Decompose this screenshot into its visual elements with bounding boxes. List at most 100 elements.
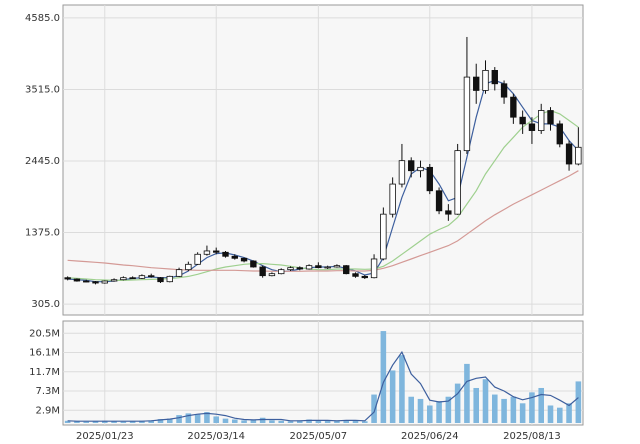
volume-bar bbox=[167, 418, 173, 423]
volume-bar bbox=[464, 363, 470, 423]
volume-bar bbox=[482, 379, 489, 423]
volume-bar bbox=[194, 414, 201, 423]
y-tick-label: 2.9M bbox=[35, 405, 60, 416]
x-tick-label: 2025/06/24 bbox=[401, 431, 459, 442]
candle-body bbox=[203, 250, 211, 255]
y-tick-label: 7.3M bbox=[35, 386, 60, 397]
candle-body bbox=[166, 275, 173, 283]
candle-body bbox=[343, 265, 350, 275]
volume-bar bbox=[74, 421, 80, 423]
candle-body bbox=[528, 123, 536, 131]
candle-body bbox=[101, 280, 108, 284]
volume-bar bbox=[297, 420, 303, 423]
candle-body bbox=[500, 83, 508, 98]
candle-body bbox=[268, 273, 276, 277]
volume-bar bbox=[334, 420, 340, 423]
volume-bar bbox=[83, 421, 89, 423]
volume-bar bbox=[371, 394, 377, 423]
candle-body bbox=[83, 280, 90, 283]
candle-body bbox=[556, 123, 563, 145]
volume-bar bbox=[510, 396, 517, 423]
candle-body bbox=[231, 255, 238, 259]
volume-bar bbox=[324, 420, 331, 423]
candle-body bbox=[296, 267, 303, 270]
x-tick-label: 2025/01/23 bbox=[76, 431, 134, 442]
y-tick-label: 16.1M bbox=[29, 348, 60, 359]
candle-body bbox=[454, 150, 461, 215]
y-tick-label: 305.0 bbox=[31, 299, 60, 310]
candle-body bbox=[352, 273, 359, 277]
ma-line bbox=[67, 350, 579, 422]
volume-bar bbox=[92, 421, 99, 423]
candle-body bbox=[482, 69, 489, 91]
volume-bar bbox=[241, 420, 247, 423]
candle-body bbox=[222, 251, 229, 257]
volume-bar bbox=[538, 387, 544, 423]
candle-body bbox=[445, 210, 452, 215]
candle-body bbox=[519, 116, 526, 125]
candle-body bbox=[370, 258, 378, 279]
y-tick-label: 2445.0 bbox=[25, 156, 60, 167]
volume-bar bbox=[213, 416, 219, 423]
volume-bar bbox=[148, 420, 154, 423]
candle-body bbox=[175, 269, 183, 277]
candle-body bbox=[510, 96, 517, 118]
volume-bar bbox=[501, 398, 507, 423]
y-tick-label: 3515.0 bbox=[25, 84, 60, 95]
candle-body bbox=[64, 277, 71, 280]
volume-bar bbox=[436, 401, 442, 423]
candle-body bbox=[491, 69, 498, 85]
volume-bar bbox=[204, 412, 210, 423]
volume-bar bbox=[111, 421, 117, 423]
candle-body bbox=[305, 265, 313, 270]
volume-bar bbox=[120, 421, 127, 423]
volume-bar bbox=[389, 370, 396, 423]
volume-bar bbox=[259, 417, 266, 423]
volume-bar bbox=[185, 413, 192, 423]
candle-body bbox=[565, 143, 573, 165]
candle-body bbox=[213, 250, 220, 253]
volume-bar bbox=[519, 403, 526, 423]
volume-bar bbox=[362, 421, 368, 423]
candle-body bbox=[185, 263, 192, 271]
candle-body bbox=[138, 275, 146, 279]
y-tick-label: 11.7M bbox=[29, 367, 60, 378]
volume-bar bbox=[306, 419, 312, 423]
volume-bar bbox=[278, 420, 284, 423]
candle-body bbox=[240, 257, 248, 262]
candle-body bbox=[194, 253, 201, 265]
volume-bar bbox=[222, 418, 229, 423]
candle-body bbox=[538, 110, 545, 131]
volume-bar bbox=[157, 419, 164, 423]
volume-bar bbox=[547, 405, 554, 423]
candle-body bbox=[315, 265, 322, 269]
volume-bar bbox=[250, 419, 257, 423]
x-tick-label: 2025/03/14 bbox=[187, 431, 245, 442]
candle-body bbox=[463, 76, 471, 152]
volume-bar bbox=[427, 405, 433, 423]
candle-body bbox=[250, 260, 257, 268]
volume-bar bbox=[139, 420, 145, 423]
candle-body bbox=[129, 277, 136, 280]
volume-bar bbox=[287, 421, 294, 423]
candle-body bbox=[259, 266, 266, 277]
candle-body bbox=[278, 269, 285, 275]
candle-body bbox=[148, 275, 155, 278]
volume-bar bbox=[352, 420, 359, 423]
candle-body bbox=[157, 277, 164, 283]
volume-bar bbox=[529, 392, 535, 423]
y-tick-label: 4585.0 bbox=[25, 13, 60, 24]
volume-bar bbox=[473, 387, 479, 423]
candle-body bbox=[92, 281, 99, 284]
volume-bar bbox=[408, 396, 414, 423]
volume-bar bbox=[380, 331, 387, 423]
candle-body bbox=[575, 146, 582, 165]
volume-bar bbox=[557, 407, 563, 423]
candle-body bbox=[380, 213, 387, 260]
y-tick-label: 1375.0 bbox=[25, 228, 60, 239]
volume-bar bbox=[102, 420, 108, 423]
x-tick-label: 2025/08/13 bbox=[503, 431, 561, 442]
volume-bar bbox=[445, 396, 452, 423]
